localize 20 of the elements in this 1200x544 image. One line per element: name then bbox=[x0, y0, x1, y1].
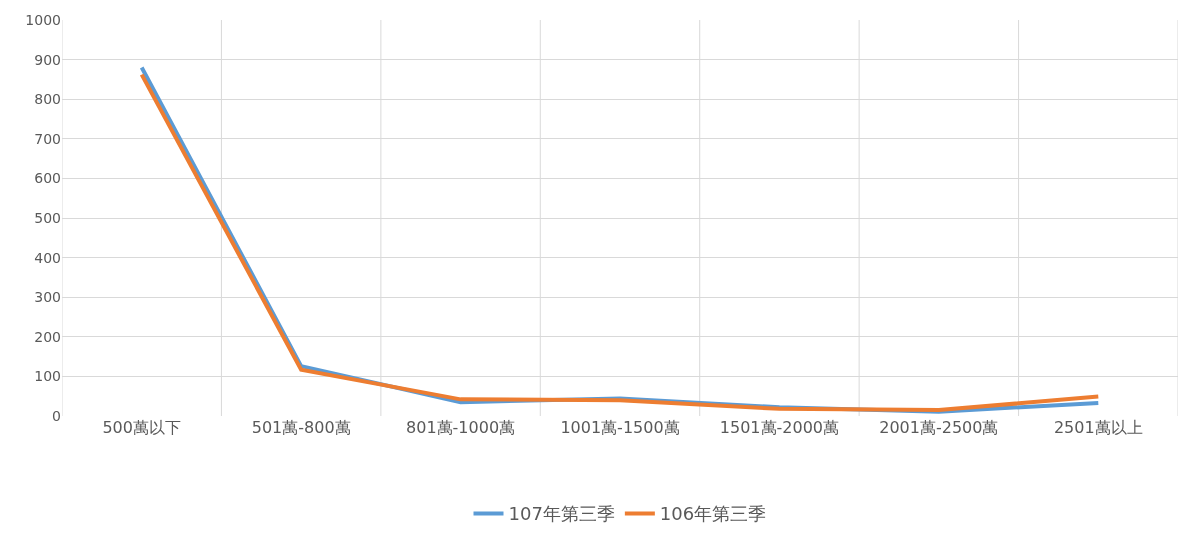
x-tick-label: 2501萬以上 bbox=[1053, 418, 1143, 437]
x-tick-label: 501萬-800萬 bbox=[251, 418, 351, 437]
y-tick-label: 700 bbox=[34, 130, 61, 147]
y-tick-label: 1000 bbox=[25, 11, 61, 28]
x-tick-label: 1501萬-2000萬 bbox=[719, 418, 840, 437]
x-tick-label: 801萬-1000萬 bbox=[406, 418, 516, 437]
y-tick-label: 800 bbox=[34, 91, 61, 108]
y-tick-label: 900 bbox=[34, 51, 61, 68]
y-tick-label: 600 bbox=[34, 170, 61, 187]
y-tick-label: 100 bbox=[34, 368, 61, 385]
legend-label: 107年第三季 bbox=[508, 503, 615, 525]
y-tick-label: 500 bbox=[34, 209, 61, 226]
y-tick-label: 400 bbox=[34, 249, 61, 266]
y-tick-label: 300 bbox=[34, 289, 61, 306]
y-tick-label: 0 bbox=[52, 407, 61, 424]
legend-label: 106年第三季 bbox=[659, 503, 767, 525]
x-tick-label: 500萬以下 bbox=[102, 418, 181, 437]
y-tick-label: 200 bbox=[34, 328, 61, 345]
x-tick-label: 2001萬-2500萬 bbox=[879, 418, 999, 437]
x-tick-label: 1001萬-1500萬 bbox=[560, 418, 680, 437]
